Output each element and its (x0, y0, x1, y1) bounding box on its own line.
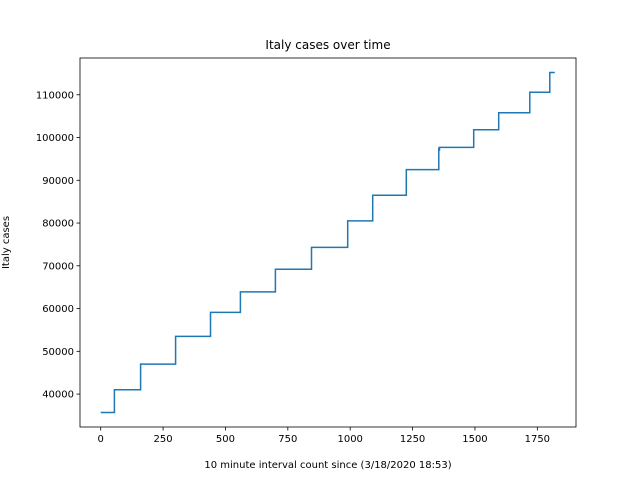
y-tick-label: 90000 (42, 176, 74, 187)
x-tick-label: 750 (278, 434, 297, 445)
y-tick-label: 70000 (42, 261, 74, 272)
x-tick-label: 500 (216, 434, 235, 445)
y-tick-label: 80000 (42, 219, 74, 230)
plot-frame (79, 57, 577, 428)
y-tick-label: 40000 (42, 390, 74, 401)
x-tick-label: 250 (154, 434, 173, 445)
ticks-layer: 0 250 500 750 1000 1250 1500 1750 40000 50000 6000… (36, 90, 550, 445)
x-tick-label: 1000 (337, 434, 362, 445)
y-tick-label: 50000 (42, 347, 74, 358)
x-tick-label: 1750 (525, 434, 550, 445)
x-tick-label: 0 (98, 434, 104, 445)
plot-layer (100, 71, 555, 414)
x-tick-label: 1250 (400, 434, 425, 445)
series-line-0 (100, 71, 555, 414)
x-tick-label: 1500 (462, 434, 487, 445)
y-tick-label: 100000 (36, 133, 74, 144)
y-tick-label: 60000 (42, 304, 74, 315)
y-tick-label: 110000 (36, 90, 74, 101)
x-axis-label: 10 minute interval count since (3/18/202… (204, 460, 451, 471)
chart-title: Italy cases over time (265, 38, 390, 52)
y-axis-label: Italy cases (1, 216, 12, 269)
